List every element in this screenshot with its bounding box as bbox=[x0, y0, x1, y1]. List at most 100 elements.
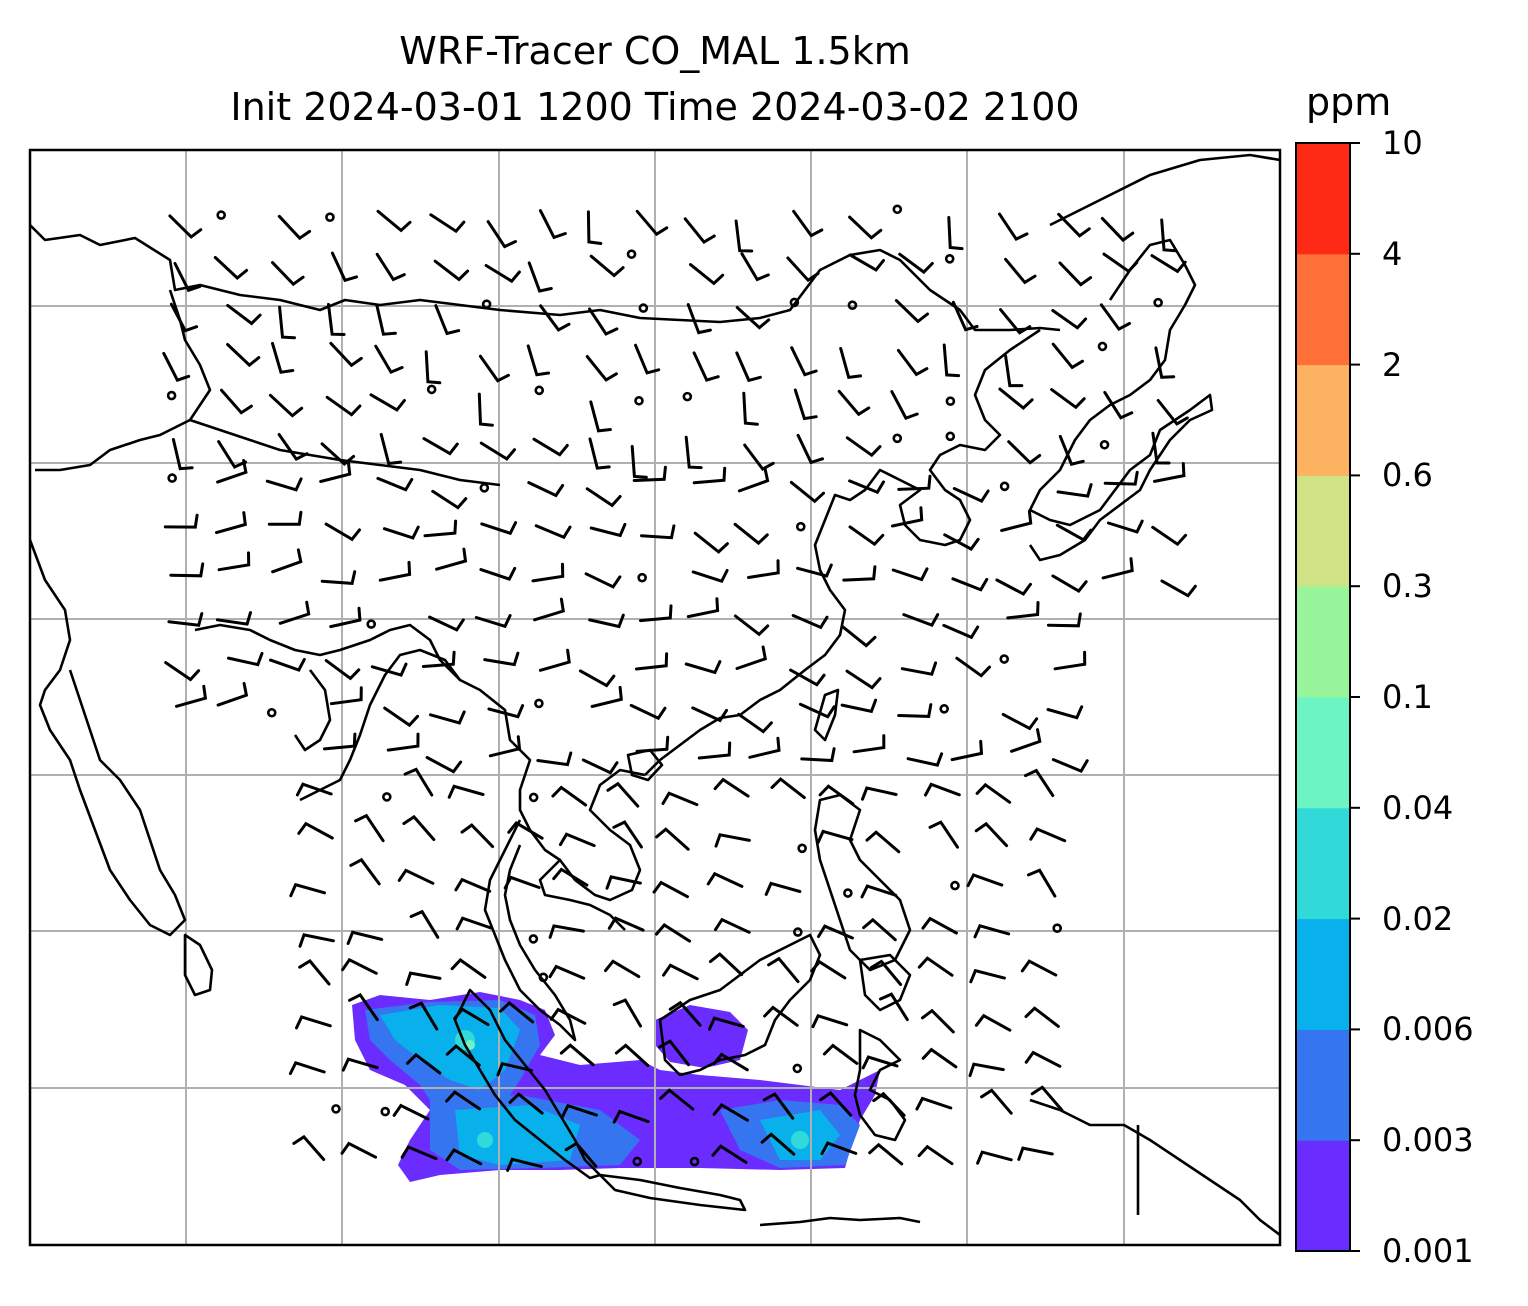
wind-barb bbox=[584, 572, 622, 589]
wind-barb bbox=[346, 930, 384, 945]
wind-barb bbox=[405, 971, 442, 986]
wind-barb bbox=[539, 304, 571, 332]
wind-barb bbox=[917, 956, 954, 977]
wind-barb bbox=[474, 614, 512, 629]
wind-barb bbox=[1017, 1146, 1054, 1161]
wind-barb bbox=[499, 1001, 535, 1024]
wind-barb bbox=[921, 1047, 958, 1069]
wind-barb bbox=[1051, 574, 1088, 594]
wind-barb bbox=[872, 1091, 906, 1117]
russia-coast bbox=[1049, 153, 1280, 227]
wind-barb bbox=[748, 736, 781, 759]
wind-barb bbox=[629, 703, 667, 721]
wind-barb bbox=[915, 1096, 953, 1111]
calm-wind-circle bbox=[999, 481, 1010, 492]
wind-barb bbox=[534, 524, 572, 540]
wind-barb bbox=[817, 924, 854, 940]
wind-barb bbox=[942, 343, 961, 378]
wind-barb bbox=[951, 577, 989, 592]
wind-barb bbox=[348, 992, 379, 1022]
wind-barb bbox=[1007, 440, 1042, 465]
wind-barb bbox=[742, 391, 759, 426]
wind-barb bbox=[635, 735, 670, 753]
wind-barb bbox=[692, 466, 727, 485]
wind-barb bbox=[865, 830, 901, 854]
wind-barb bbox=[1056, 483, 1093, 498]
wind-barb bbox=[370, 662, 408, 677]
wind-barb bbox=[635, 209, 669, 237]
wind-barb bbox=[737, 467, 770, 493]
wind-barb bbox=[434, 304, 461, 336]
wind-barb bbox=[533, 597, 565, 622]
wind-barb bbox=[1046, 705, 1084, 720]
wind-barb bbox=[942, 623, 980, 640]
wind-barb bbox=[479, 566, 517, 581]
calm-wind-circle bbox=[689, 1156, 700, 1167]
wind-barb bbox=[734, 219, 754, 253]
calm-wind-circle bbox=[167, 473, 177, 483]
wind-barb bbox=[920, 1008, 955, 1034]
wind-barb bbox=[527, 481, 565, 498]
wind-barb bbox=[659, 1088, 695, 1111]
wind-barb bbox=[607, 916, 645, 932]
calm-wind-circle bbox=[634, 395, 644, 406]
wind-barb bbox=[767, 956, 800, 984]
colorbar-segment bbox=[1296, 586, 1350, 698]
wind-barb bbox=[1100, 216, 1135, 243]
wind-barb bbox=[713, 777, 750, 798]
indochina bbox=[299, 648, 646, 902]
wind-barb bbox=[265, 477, 303, 492]
wind-barb bbox=[980, 1088, 1013, 1115]
wind-barb bbox=[1151, 525, 1188, 547]
wind-barb bbox=[891, 567, 929, 582]
wind-barb bbox=[289, 882, 326, 898]
wind-barb bbox=[559, 1043, 595, 1067]
wind-barb bbox=[319, 460, 352, 483]
wind-barb bbox=[171, 438, 194, 471]
wind-barb bbox=[215, 611, 252, 626]
wind-barb bbox=[428, 615, 465, 632]
calm-wind-circle bbox=[843, 888, 853, 898]
wind-barb bbox=[536, 751, 573, 767]
wind-barb bbox=[973, 924, 1011, 939]
wind-barb bbox=[793, 388, 818, 421]
java bbox=[598, 1173, 747, 1212]
wind-barb bbox=[173, 262, 202, 293]
colorbar-tick-label: 0.001 bbox=[1382, 1232, 1474, 1270]
wind-barb bbox=[564, 1141, 598, 1168]
lesser-sunda bbox=[759, 1216, 921, 1227]
colorbar-tick-label: 0.02 bbox=[1382, 899, 1454, 938]
wind-barb bbox=[506, 1157, 543, 1172]
wind-barb bbox=[841, 625, 877, 648]
wind-barb bbox=[606, 781, 640, 808]
wind-barb bbox=[431, 489, 468, 510]
wind-barb bbox=[868, 1142, 904, 1166]
wind-barb bbox=[548, 924, 585, 939]
calm-wind-circle bbox=[945, 431, 956, 442]
wind-barb bbox=[378, 560, 412, 582]
colorbar-tick-label: 0.006 bbox=[1382, 1010, 1474, 1049]
calm-wind-circle bbox=[538, 972, 549, 983]
wind-barb bbox=[770, 777, 806, 800]
wind-barb bbox=[320, 442, 356, 466]
wind-barb bbox=[1001, 712, 1039, 731]
wind-barb bbox=[455, 916, 493, 931]
map-title-line-1: WRF-Tracer CO_MAL 1.5km bbox=[399, 29, 911, 73]
korea-japan-coast bbox=[1028, 238, 1214, 562]
wind-barb bbox=[900, 661, 938, 676]
calm-wind-circle bbox=[797, 843, 807, 854]
philippines bbox=[813, 793, 912, 972]
calm-wind-circle bbox=[945, 396, 956, 407]
wind-barb bbox=[402, 814, 436, 841]
wind-barb bbox=[374, 344, 404, 374]
wind-barb bbox=[668, 1000, 702, 1027]
wind-barb bbox=[503, 875, 541, 890]
wind-barb bbox=[409, 909, 440, 939]
wind-barb bbox=[691, 706, 728, 723]
wind-barb bbox=[848, 479, 885, 495]
wind-barb bbox=[896, 348, 929, 377]
wind-barb bbox=[168, 214, 203, 239]
wind-barb bbox=[1029, 827, 1067, 843]
wind-barb bbox=[341, 957, 378, 975]
wind-barb bbox=[408, 1001, 439, 1031]
